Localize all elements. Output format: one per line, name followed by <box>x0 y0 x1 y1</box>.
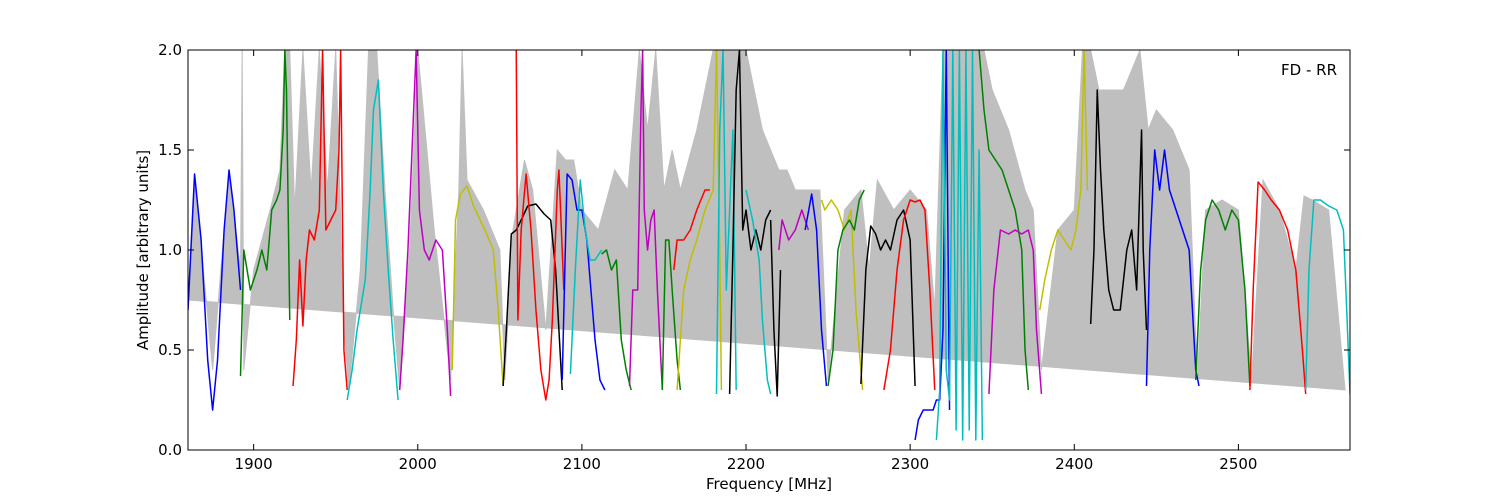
x-tick-label: 1900 <box>235 455 273 473</box>
series-line-segment-33 <box>1194 199 1251 387</box>
x-tick-label: 2200 <box>727 455 765 473</box>
series-line-segment-23 <box>827 189 865 387</box>
series-line-segment-13 <box>661 239 682 391</box>
series-line-segment-11 <box>601 249 632 391</box>
x-axis-label: Frequency [MHz] <box>706 475 832 493</box>
series-line-segment-35 <box>1304 199 1350 395</box>
x-tick-label: 2400 <box>1055 455 1093 473</box>
x-tick-label: 2000 <box>399 455 437 473</box>
series-line-segment-12 <box>628 50 664 391</box>
x-tick-label: 2500 <box>1219 455 1257 473</box>
y-axis: 0.0 0.5 1.0 1.5 2.0 <box>158 41 1350 459</box>
series-line-segment-7 <box>502 203 563 391</box>
y-tick-label: 2.0 <box>158 41 182 59</box>
series-line-segment-25 <box>883 199 936 391</box>
series-line-segment-1 <box>188 169 242 411</box>
y-tick-label: 0.0 <box>158 441 182 459</box>
series-line-segment-4 <box>346 79 399 401</box>
series-line-segment-6 <box>451 185 504 387</box>
series-line-segment-17 <box>728 50 772 395</box>
series-line-segment-8 <box>515 50 565 401</box>
series-line-segment-31 <box>1089 89 1148 331</box>
plot-annotation: FD - RR <box>1281 61 1337 79</box>
series-line-segment-19 <box>769 219 782 397</box>
y-axis-label: Amplitude [arbitrary units] <box>134 150 152 350</box>
series-line-segment-28 <box>978 50 1030 391</box>
series-line-segment-24 <box>860 209 916 387</box>
x-tick-label: 2100 <box>563 455 601 473</box>
series-line-segment-29 <box>988 229 1043 395</box>
series-line-segment-20 <box>778 209 810 251</box>
series-line-segment-3 <box>292 50 348 391</box>
series-line-segment-21 <box>804 193 828 387</box>
series-line-segment-16 <box>715 50 737 395</box>
y-tick-label: 1.0 <box>158 241 182 259</box>
series-line-segment-30 <box>1039 50 1089 311</box>
series-layer <box>188 50 1350 441</box>
series-line-segment-18 <box>745 189 772 395</box>
series-line-segment-2 <box>239 50 291 377</box>
series-line-segment-5 <box>398 50 452 397</box>
series-line-segment-32 <box>1145 149 1200 387</box>
y-tick-label: 1.5 <box>158 141 182 159</box>
series-line-segment-10 <box>569 179 603 375</box>
x-tick-label: 2300 <box>891 455 929 473</box>
x-axis: 1900 2000 2100 2200 2300 2400 2500 <box>235 50 1257 473</box>
series-line-segment-22 <box>820 199 864 391</box>
series-line-segment-14 <box>673 189 710 271</box>
series-line-segment-34 <box>1249 181 1307 395</box>
y-tick-label: 0.5 <box>158 341 182 359</box>
series-line-segment-27 <box>935 50 984 441</box>
